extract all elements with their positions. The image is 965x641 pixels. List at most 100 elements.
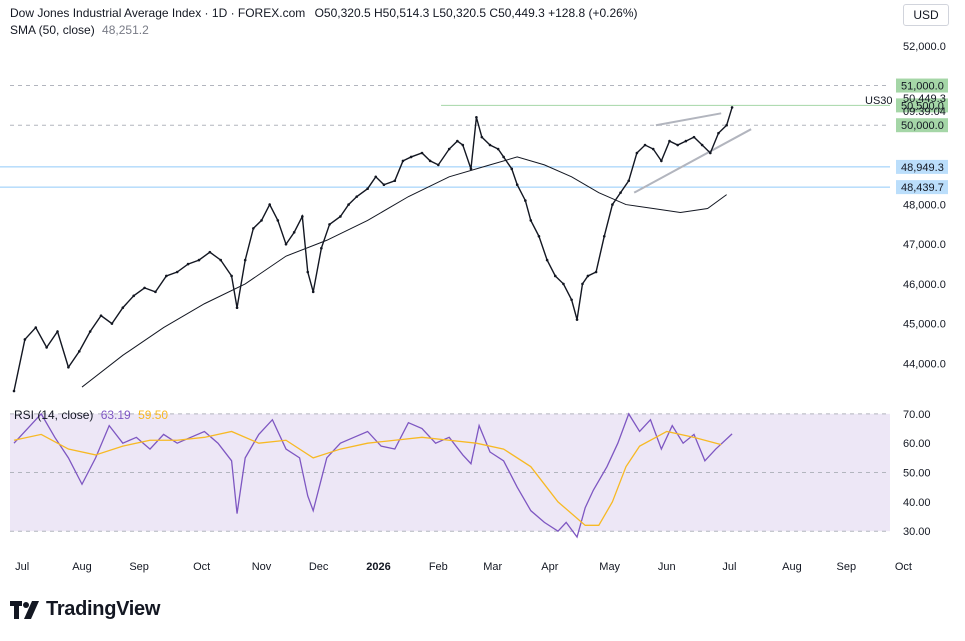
price-tick-label: 44,000.0 xyxy=(903,358,946,370)
rsi-legend[interactable]: RSI (14, close) 63.19 59.50 xyxy=(14,408,168,422)
price-point-57 xyxy=(524,199,527,202)
tradingview-logo[interactable]: TradingView xyxy=(10,598,160,621)
price-point-40 xyxy=(393,179,397,183)
price-tag-label: 48,439.7 xyxy=(901,182,944,194)
price-point-37 xyxy=(366,187,369,190)
rsi-axis: 30.00 40.00 50.00 60.00 70.00 xyxy=(903,409,931,538)
price-point-7 xyxy=(88,330,92,333)
price-tag-label: 48,949.3 xyxy=(901,162,944,174)
price-line xyxy=(12,106,734,393)
trendlines xyxy=(633,112,752,194)
time-axis[interactable]: Jul Aug Sep Oct Nov Dec 2026 Feb Mar Apr May Jun Jul… xyxy=(15,561,912,573)
time-tick-label: Aug xyxy=(72,561,92,573)
sma-line xyxy=(81,156,727,388)
price-point-54 xyxy=(502,155,505,159)
chart-title: Dow Jones Industrial Average Index · 1D … xyxy=(10,6,306,20)
trendline-1 xyxy=(655,112,722,127)
price-tick-label: 47,000.0 xyxy=(903,239,946,251)
time-tick-label: May xyxy=(599,561,620,573)
rsi-ma-line xyxy=(13,430,722,526)
price-tick-label: 52,000.0 xyxy=(903,41,946,53)
price-point-5 xyxy=(67,365,70,369)
price-point-52 xyxy=(488,143,492,147)
price-tag-label: 50,000.0 xyxy=(901,120,944,132)
time-tick-label: Jul xyxy=(15,561,29,573)
price-point-11 xyxy=(132,294,135,298)
last-price-label: 50,449.3 xyxy=(903,93,946,105)
price-point-48 xyxy=(461,143,465,147)
currency-button[interactable]: USD xyxy=(903,4,949,26)
rsi-ma-path xyxy=(13,430,722,526)
price-point-53 xyxy=(496,147,500,151)
price-point-49 xyxy=(469,167,473,171)
price-point-44 xyxy=(428,159,432,163)
time-tick-label: Sep xyxy=(129,561,149,573)
price-point-10 xyxy=(121,306,125,310)
price-point-25 xyxy=(268,203,271,206)
trendline-0 xyxy=(633,128,752,194)
price-point-20 xyxy=(230,274,233,278)
price-point-56 xyxy=(515,183,519,187)
price-point-79 xyxy=(692,135,696,139)
price-point-6 xyxy=(77,350,81,353)
time-tick-label: Oct xyxy=(895,561,912,573)
price-point-22 xyxy=(243,258,247,262)
price-point-3 xyxy=(45,346,48,349)
price-point-73 xyxy=(643,143,647,147)
price-point-64 xyxy=(575,318,579,321)
price-point-9 xyxy=(110,322,114,325)
price-point-8 xyxy=(99,314,103,317)
price-point-15 xyxy=(175,270,179,274)
time-tick-label: Apr xyxy=(541,561,558,573)
price-point-33 xyxy=(328,223,331,226)
sma-legend[interactable]: SMA (50, close) 48,251.2 xyxy=(10,23,149,37)
price-point-76 xyxy=(668,139,671,143)
price-path xyxy=(13,107,733,392)
price-point-83 xyxy=(725,123,728,127)
price-point-84 xyxy=(730,106,734,109)
price-point-69 xyxy=(611,203,614,206)
price-tag-label: 51,000.0 xyxy=(901,81,944,93)
ohlc-readout: O50,320.5 H50,514.3 L50,320.5 C50,449.3 … xyxy=(314,6,638,20)
price-point-71 xyxy=(627,179,631,183)
price-point-12 xyxy=(143,286,146,290)
price-point-38 xyxy=(374,175,378,179)
rsi-band xyxy=(10,413,890,532)
price-point-1 xyxy=(23,338,27,341)
price-point-26 xyxy=(276,219,280,222)
price-point-31 xyxy=(311,290,315,294)
rsi-line xyxy=(13,412,733,539)
header-title-line: Dow Jones Industrial Average Index · 1D … xyxy=(10,6,638,20)
price-point-29 xyxy=(301,215,304,218)
price-point-62 xyxy=(562,282,565,286)
brand-name: TradingView xyxy=(46,598,161,620)
price-point-28 xyxy=(292,231,296,234)
time-tick-label: 2026 xyxy=(366,561,390,573)
price-point-46 xyxy=(447,147,451,151)
price-point-81 xyxy=(709,151,712,155)
rsi-tick-label: 50.00 xyxy=(903,468,931,480)
tradingview-logo-icon xyxy=(10,600,39,619)
price-tag-bg xyxy=(896,118,948,133)
price-point-4 xyxy=(56,330,59,333)
sma-label: SMA (50, close) xyxy=(10,23,95,37)
price-point-0 xyxy=(12,389,16,393)
price-point-32 xyxy=(320,246,323,250)
horizontal-lines xyxy=(0,85,890,188)
time-tick-label: Feb xyxy=(429,561,448,573)
price-point-80 xyxy=(700,143,704,147)
price-point-65 xyxy=(581,282,584,286)
price-point-35 xyxy=(347,203,350,206)
rsi-tick-label: 40.00 xyxy=(903,497,931,509)
price-point-17 xyxy=(197,258,201,262)
price-point-42 xyxy=(409,155,413,159)
rsi-tick-label: 70.00 xyxy=(903,409,931,421)
price-point-24 xyxy=(260,219,263,222)
price-tag-bg xyxy=(896,78,948,93)
price-point-68 xyxy=(602,235,606,238)
price-point-78 xyxy=(684,139,688,143)
sma-path xyxy=(81,156,727,388)
price-point-27 xyxy=(284,242,288,246)
price-point-39 xyxy=(382,183,386,187)
